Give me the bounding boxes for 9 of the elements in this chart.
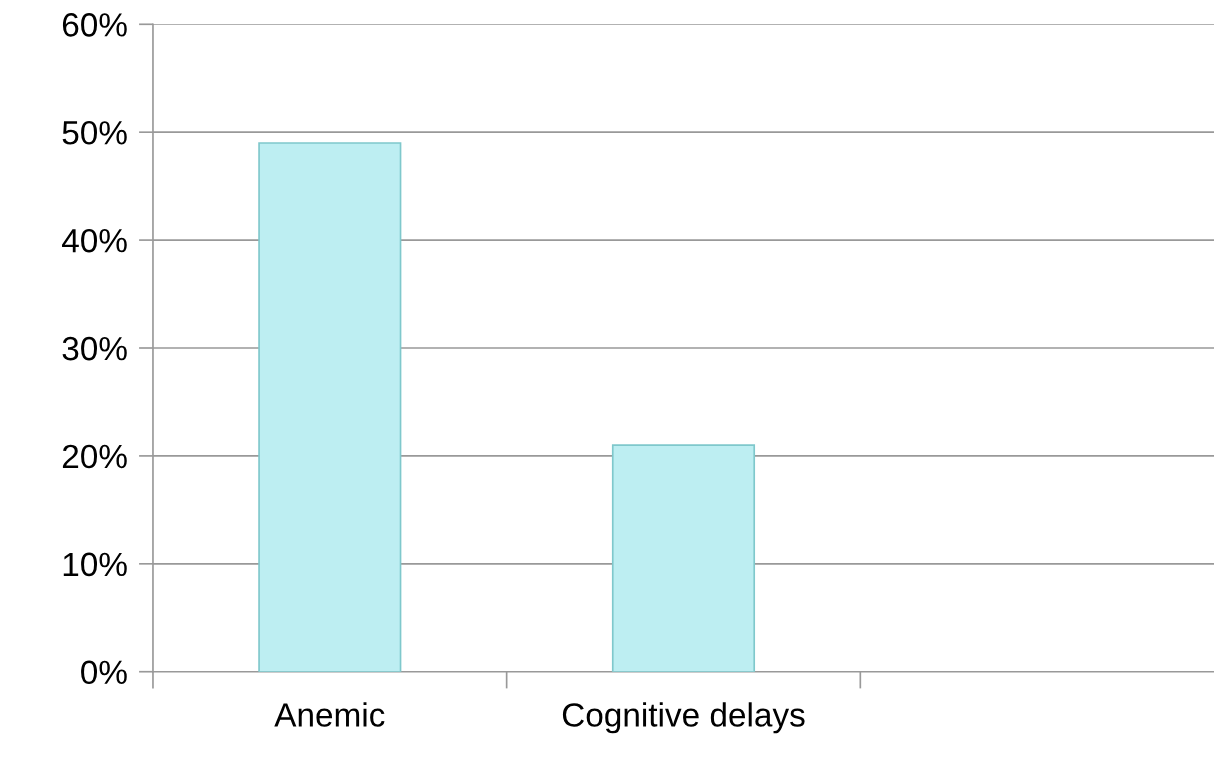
y-tick-label: 20%	[62, 444, 127, 469]
y-tick-label: 60%	[62, 13, 127, 37]
x-tick-label: Cognitive delays	[562, 702, 805, 734]
y-tick-label: 10%	[63, 552, 127, 577]
y-tick-label: 50%	[62, 120, 127, 145]
y-tick-label: 30%	[62, 336, 127, 361]
y-tick-label: 40%	[62, 228, 127, 253]
x-tick-label: Anemic	[274, 702, 385, 727]
y-tick-label: 0%	[81, 660, 127, 685]
